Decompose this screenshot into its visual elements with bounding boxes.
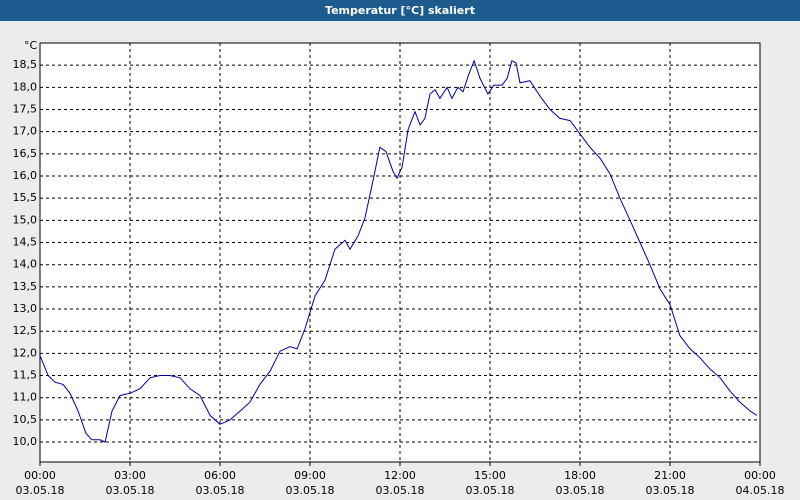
y-tick-label: 17,0 — [13, 125, 38, 138]
x-tick-date: 03.05.18 — [196, 484, 245, 497]
title-bar — [0, 0, 800, 21]
y-tick-label: 15,0 — [13, 213, 38, 226]
y-tick-label: 13,0 — [13, 302, 38, 315]
y-tick-label: 18,5 — [13, 58, 38, 71]
x-tick-label: 12:00 — [384, 469, 416, 482]
x-tick-date: 04.05.18 — [736, 484, 785, 497]
x-tick-date: 03.05.18 — [286, 484, 335, 497]
x-tick-date: 03.05.18 — [16, 484, 65, 497]
x-tick-label: 18:00 — [564, 469, 596, 482]
x-tick-label: 06:00 — [204, 469, 236, 482]
y-tick-label: 11,0 — [13, 391, 38, 404]
x-tick-label: 15:00 — [474, 469, 506, 482]
y-tick-label: 12,5 — [13, 324, 38, 337]
x-tick-date: 03.05.18 — [466, 484, 515, 497]
y-tick-label: 16,0 — [13, 169, 38, 182]
x-tick-date: 03.05.18 — [646, 484, 695, 497]
y-tick-label: 14,5 — [13, 236, 38, 249]
y-tick-label: 17,5 — [13, 103, 38, 116]
x-tick-label: 00:00 — [24, 469, 56, 482]
x-tick-date: 03.05.18 — [556, 484, 605, 497]
chart-title: Temperatur [°C] skaliert — [325, 4, 475, 17]
x-tick-label: 09:00 — [294, 469, 326, 482]
x-tick-label: 03:00 — [114, 469, 146, 482]
y-tick-label: 12,0 — [13, 346, 38, 359]
plot-border — [39, 42, 761, 463]
y-tick-label: 10,5 — [13, 413, 38, 426]
y-tick-label: 14,0 — [13, 258, 38, 271]
y-tick-label: 11,5 — [13, 369, 38, 382]
y-tick-label: 18,0 — [13, 80, 38, 93]
y-tick-label: 16,5 — [13, 147, 38, 160]
y-tick-label: 13,5 — [13, 280, 38, 293]
x-tick-label: 00:00 — [744, 469, 776, 482]
y-tick-label: 15,5 — [13, 191, 38, 204]
data-line — [39, 59, 758, 443]
y-axis-unit: °C — [24, 39, 38, 52]
x-tick-label: 21:00 — [654, 469, 686, 482]
x-tick-date: 03.05.18 — [376, 484, 425, 497]
y-tick-label: 10,0 — [13, 435, 38, 448]
x-tick-date: 03.05.18 — [106, 484, 155, 497]
